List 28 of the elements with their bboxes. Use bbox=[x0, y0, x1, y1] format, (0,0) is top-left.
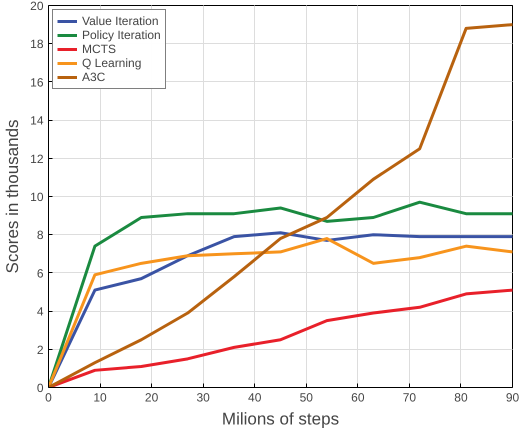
y-tick-label: 4 bbox=[36, 304, 44, 319]
legend-label: Value Iteration bbox=[82, 14, 158, 28]
legend-label: MCTS bbox=[82, 42, 116, 56]
x-tick-label: 60 bbox=[351, 390, 365, 404]
legend-label: Q Learning bbox=[82, 56, 142, 70]
x-tick-label: 10 bbox=[93, 390, 108, 404]
x-tick-label: 20 bbox=[144, 390, 159, 404]
x-tick-label: 50 bbox=[300, 390, 314, 404]
x-tick-label: 30 bbox=[196, 390, 210, 404]
y-tick-label: 16 bbox=[30, 75, 44, 90]
y-tick-label: 10 bbox=[30, 190, 44, 204]
x-tick-label: 80 bbox=[454, 390, 468, 404]
y-tick-label: 8 bbox=[36, 228, 44, 242]
y-tick-label: 18 bbox=[30, 37, 44, 52]
y-tick-label: 2 bbox=[36, 342, 44, 357]
y-tick-label: 12 bbox=[30, 152, 44, 166]
y-tick-label: 20 bbox=[30, 0, 44, 13]
y-tick-label: 14 bbox=[30, 114, 44, 128]
x-axis-title: Milions of steps bbox=[222, 410, 340, 428]
y-tick-label: 6 bbox=[36, 266, 44, 280]
x-tick-label: 90 bbox=[506, 390, 520, 404]
x-tick-label: 0 bbox=[45, 390, 52, 404]
y-tick-label: 0 bbox=[36, 381, 44, 395]
legend-label: Policy Iteration bbox=[82, 28, 161, 42]
y-axis-title: Scores in thousands bbox=[3, 119, 22, 274]
x-tick-label: 70 bbox=[402, 390, 416, 404]
legend-label: A3C bbox=[82, 70, 106, 84]
x-tick-label: 40 bbox=[248, 390, 262, 404]
